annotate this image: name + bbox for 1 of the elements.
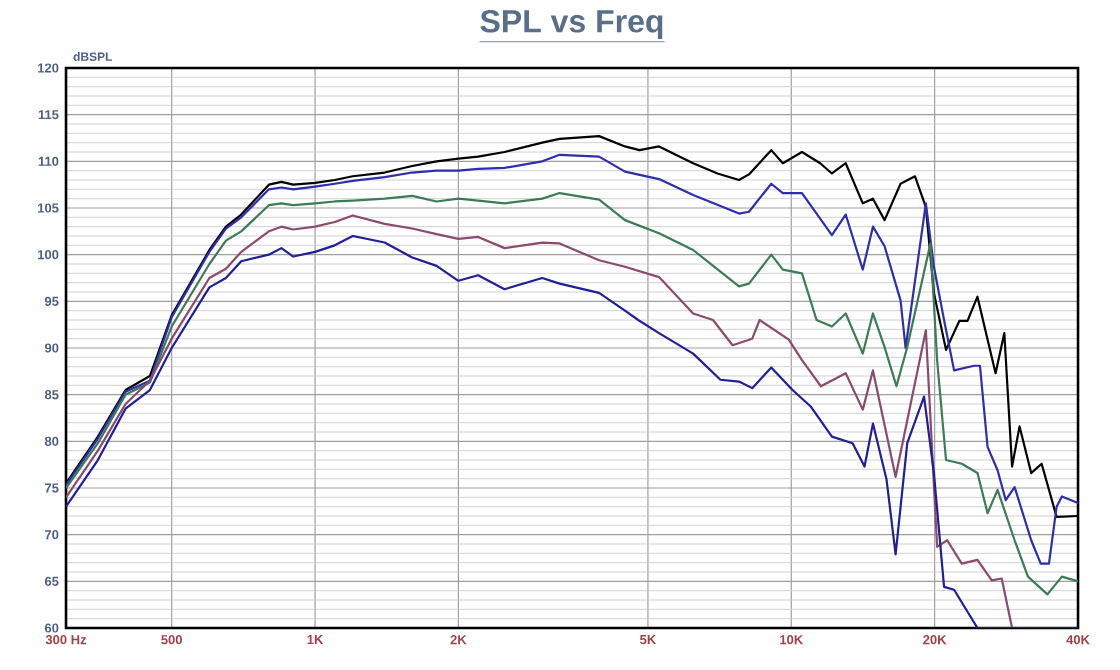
- chart-title: SPL vs Freq: [480, 9, 663, 39]
